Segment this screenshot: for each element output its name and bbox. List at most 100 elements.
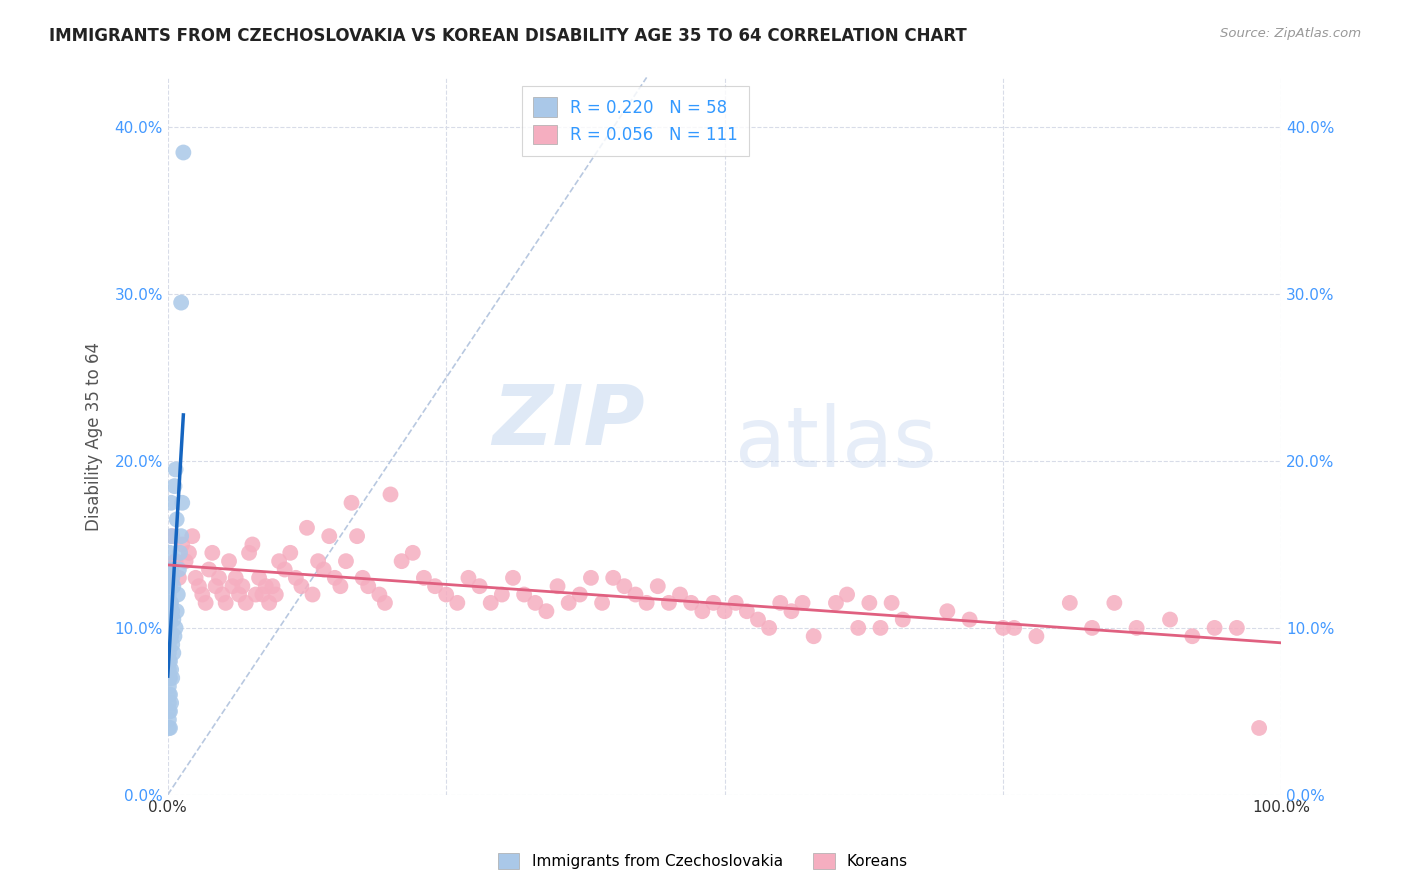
Point xyxy=(159,704,181,718)
Point xyxy=(157,679,180,693)
Point xyxy=(468,579,491,593)
Point xyxy=(312,562,335,576)
Point xyxy=(215,596,238,610)
Point xyxy=(238,546,260,560)
Point xyxy=(160,604,183,618)
Point xyxy=(346,529,368,543)
Point xyxy=(835,588,858,602)
Point xyxy=(157,713,180,727)
Text: IMMIGRANTS FROM CZECHOSLOVAKIA VS KOREAN DISABILITY AGE 35 TO 64 CORRELATION CHA: IMMIGRANTS FROM CZECHOSLOVAKIA VS KOREAN… xyxy=(49,27,967,45)
Point xyxy=(184,571,207,585)
Point xyxy=(160,571,183,585)
Point xyxy=(218,554,240,568)
Point xyxy=(959,613,981,627)
Point xyxy=(536,604,558,618)
Point xyxy=(160,671,183,685)
Point xyxy=(792,596,814,610)
Point xyxy=(167,562,190,576)
Point xyxy=(340,496,363,510)
Point xyxy=(803,629,825,643)
Point xyxy=(780,604,803,618)
Point xyxy=(290,579,312,593)
Point xyxy=(170,295,193,310)
Text: ZIP: ZIP xyxy=(492,381,645,462)
Point xyxy=(159,596,181,610)
Point xyxy=(165,462,187,476)
Point xyxy=(269,554,291,568)
Point xyxy=(166,512,188,526)
Point xyxy=(166,604,188,618)
Point xyxy=(157,629,180,643)
Point xyxy=(160,596,183,610)
Point xyxy=(273,562,295,576)
Point xyxy=(169,546,191,560)
Point xyxy=(160,638,183,652)
Point xyxy=(252,588,274,602)
Point xyxy=(157,721,180,735)
Point xyxy=(602,571,624,585)
Point xyxy=(457,571,479,585)
Point xyxy=(157,638,180,652)
Point xyxy=(166,588,188,602)
Point xyxy=(846,621,869,635)
Point xyxy=(157,613,180,627)
Point xyxy=(159,721,181,735)
Point xyxy=(747,613,769,627)
Point xyxy=(1025,629,1047,643)
Point xyxy=(284,571,307,585)
Point xyxy=(264,588,287,602)
Point xyxy=(636,596,658,610)
Point xyxy=(157,663,180,677)
Point xyxy=(157,621,180,635)
Point xyxy=(235,596,257,610)
Point xyxy=(165,621,187,635)
Point xyxy=(423,579,446,593)
Point xyxy=(624,588,647,602)
Point xyxy=(157,671,180,685)
Text: atlas: atlas xyxy=(735,403,936,483)
Point xyxy=(380,487,402,501)
Y-axis label: Disability Age 35 to 64: Disability Age 35 to 64 xyxy=(86,342,103,531)
Point xyxy=(434,588,457,602)
Point xyxy=(1181,629,1204,643)
Point xyxy=(669,588,692,602)
Point xyxy=(402,546,425,560)
Point xyxy=(159,613,181,627)
Point xyxy=(211,588,233,602)
Point xyxy=(201,546,224,560)
Point xyxy=(228,588,250,602)
Point xyxy=(591,596,613,610)
Point xyxy=(769,596,792,610)
Point xyxy=(162,613,184,627)
Point xyxy=(174,554,197,568)
Point xyxy=(647,579,669,593)
Point xyxy=(208,571,231,585)
Point xyxy=(374,596,396,610)
Point xyxy=(502,571,524,585)
Point xyxy=(159,671,181,685)
Point xyxy=(159,688,181,702)
Point xyxy=(163,479,186,493)
Point xyxy=(160,529,183,543)
Point xyxy=(735,604,758,618)
Point xyxy=(159,654,181,668)
Point xyxy=(323,571,346,585)
Point xyxy=(491,588,513,602)
Point xyxy=(880,596,903,610)
Point xyxy=(295,521,318,535)
Point xyxy=(165,554,187,568)
Point xyxy=(991,621,1014,635)
Point xyxy=(181,529,204,543)
Point xyxy=(858,596,880,610)
Point xyxy=(159,562,181,576)
Point xyxy=(1226,621,1249,635)
Point xyxy=(1081,621,1104,635)
Point xyxy=(307,554,329,568)
Point xyxy=(157,588,180,602)
Point xyxy=(172,496,194,510)
Point xyxy=(1104,596,1126,610)
Point xyxy=(262,579,284,593)
Point xyxy=(198,562,221,576)
Point xyxy=(162,646,184,660)
Point xyxy=(157,571,180,585)
